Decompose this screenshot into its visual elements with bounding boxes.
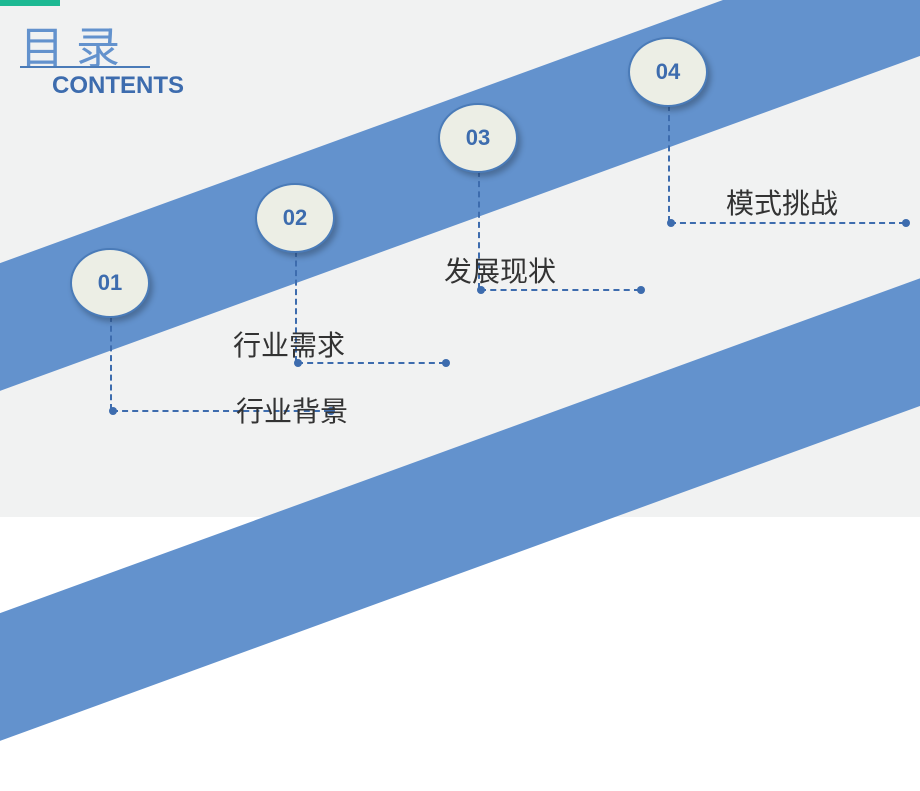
toc-item-label: 行业需求 [233, 324, 345, 364]
connector-dot [442, 359, 450, 367]
accent-top-bar [0, 0, 60, 6]
connector-dot [902, 219, 910, 227]
connector-horizontal [670, 222, 905, 224]
toc-item-label: 模式挑战 [726, 182, 838, 222]
title-english-contents: CONTENTS [52, 72, 184, 100]
connector-dot [667, 219, 675, 227]
toc-number-circle: 03 [438, 103, 518, 173]
connector-vertical [110, 316, 112, 410]
toc-item-label: 行业背景 [236, 390, 348, 430]
toc-number-circle: 04 [628, 37, 708, 107]
connector-dot [109, 407, 117, 415]
toc-number-circle: 01 [70, 248, 150, 318]
connector-vertical [668, 105, 670, 222]
toc-number-circle: 02 [255, 183, 335, 253]
toc-item-label: 发展现状 [444, 250, 556, 290]
connector-dot [637, 286, 645, 294]
title-underline [20, 66, 150, 68]
